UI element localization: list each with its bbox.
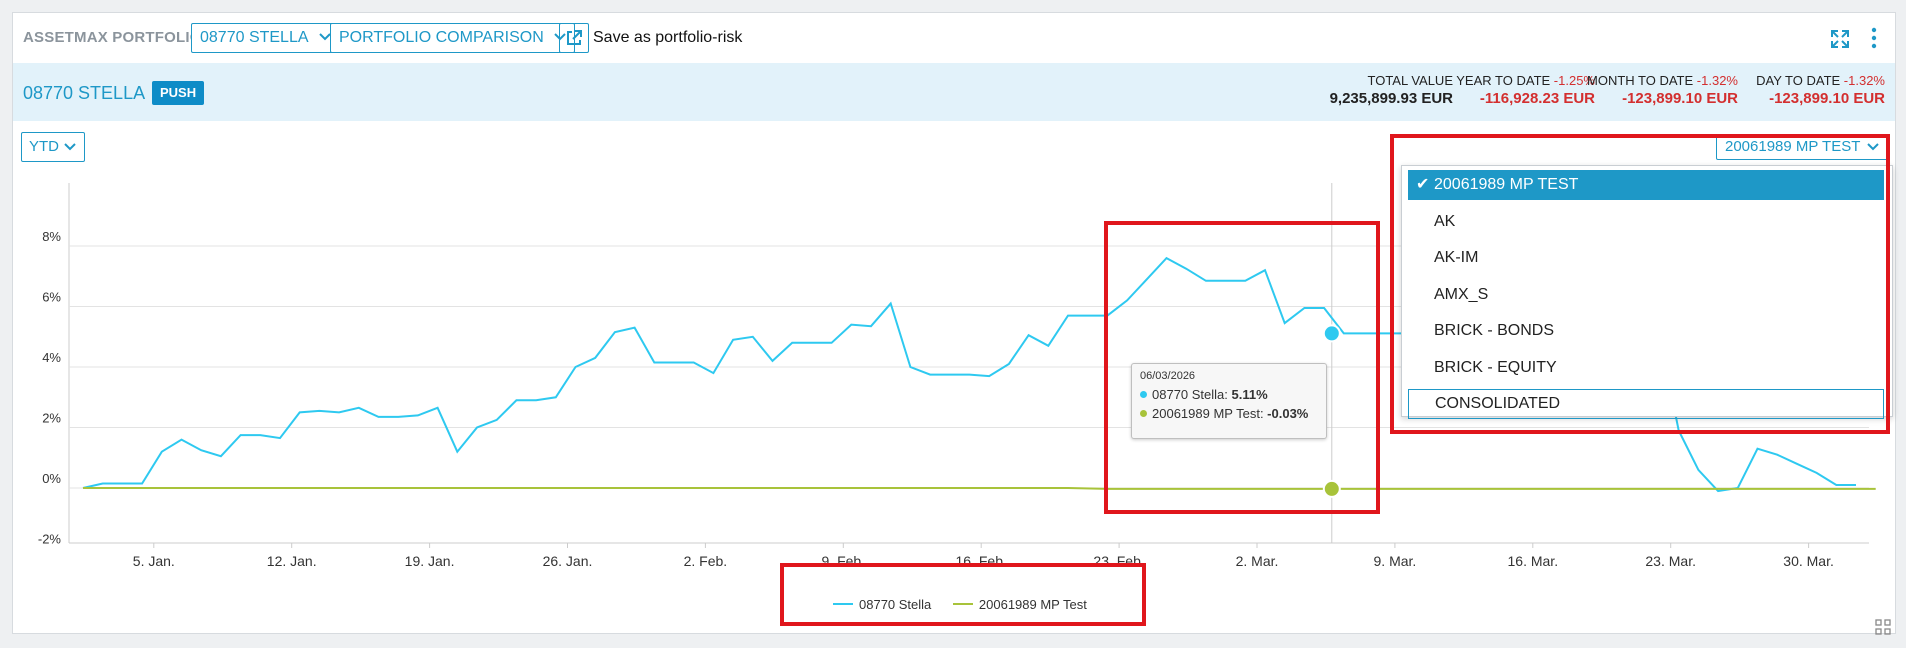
chevron-down-icon bbox=[1867, 143, 1879, 151]
portfolio-header: 08770 STELLA PUSH TOTAL VALUE 9,235,899.… bbox=[13, 63, 1895, 121]
kpi-pct: -1.32% bbox=[1843, 73, 1885, 88]
legend-label: 20061989 MP Test bbox=[978, 597, 1087, 612]
series-dot bbox=[1140, 391, 1147, 398]
legend-swatch bbox=[952, 603, 973, 605]
series-line-1 bbox=[83, 487, 1876, 490]
toolbar: ASSETMAX PORTFOLIO 08770 STELLA PORTFOLI… bbox=[13, 13, 1895, 63]
comparison-option-label: 20061989 MP TEST bbox=[1434, 176, 1579, 193]
legend-item[interactable]: 08770 Stella bbox=[833, 597, 931, 612]
save-as-link[interactable]: Save as portfolio-risk bbox=[593, 29, 743, 46]
x-tick-label: 23. Mar. bbox=[1645, 553, 1696, 569]
kpi-pct: -1.25% bbox=[1553, 73, 1595, 88]
period-select[interactable]: YTD bbox=[21, 132, 85, 162]
kpi-value: -116,928.23 EUR bbox=[1479, 90, 1595, 107]
portfolio-comparison-panel: ASSETMAX PORTFOLIO 08770 STELLA PORTFOLI… bbox=[12, 12, 1896, 635]
tooltip-series-value: -0.03% bbox=[1267, 406, 1309, 421]
open-external-button[interactable] bbox=[559, 23, 589, 53]
comparison-option[interactable]: ✔ 20061989 MP TEST bbox=[1408, 170, 1884, 200]
comparison-select[interactable]: 20061989 MP TEST bbox=[1716, 134, 1888, 160]
comparison-select-label: 20061989 MP TEST bbox=[1725, 138, 1861, 155]
series-dot bbox=[1140, 410, 1147, 417]
kpi-pct: -1.32% bbox=[1696, 73, 1738, 88]
comparison-dropdown-menu: ✔ 20061989 MP TEST AK AK-IM AMX_S BRICK - BON… bbox=[1401, 165, 1893, 419]
y-tick-label: -2% bbox=[38, 532, 62, 547]
x-tick-label: 16. Mar. bbox=[1508, 553, 1559, 569]
brand-label: ASSETMAX PORTFOLIO bbox=[23, 29, 202, 46]
comparison-option[interactable]: AMX_S bbox=[1408, 280, 1884, 310]
legend-label: 08770 Stella bbox=[859, 597, 932, 612]
highlight-box-legend bbox=[780, 563, 1146, 626]
kpi-month-to-date: MONTH TO DATE -1.32% -123,899.10 EUR bbox=[1587, 73, 1738, 107]
x-tick-label: 12. Jan. bbox=[267, 553, 317, 569]
comparison-option[interactable]: AK bbox=[1408, 207, 1884, 237]
x-tick-label: 5. Jan. bbox=[133, 553, 175, 569]
y-tick-label: 0% bbox=[42, 471, 61, 486]
comparison-option-label: AK-IM bbox=[1434, 249, 1479, 266]
chevron-down-icon bbox=[64, 143, 76, 151]
kpi-value: -123,899.10 EUR bbox=[1769, 90, 1885, 107]
portfolio-title: 08770 STELLA bbox=[23, 83, 146, 103]
checkmark-icon: ✔ bbox=[1416, 176, 1430, 193]
period-select-label: YTD bbox=[29, 138, 59, 155]
kpi-total-value: TOTAL VALUE 9,235,899.93 EUR bbox=[1330, 73, 1453, 107]
chart-tooltip: 06/03/2026 08770 Stella: 5.11% 20061989 … bbox=[1131, 363, 1327, 439]
view-select[interactable]: PORTFOLIO COMPARISON bbox=[330, 23, 575, 53]
comparison-option[interactable]: CONSOLIDATED bbox=[1408, 389, 1884, 419]
x-tick-label: 2. Feb. bbox=[684, 553, 728, 569]
external-link-icon bbox=[567, 30, 582, 45]
layout-grid-icon[interactable] bbox=[1875, 619, 1891, 635]
push-badge[interactable]: PUSH bbox=[152, 81, 205, 105]
hover-marker bbox=[1322, 324, 1341, 343]
x-tick-label: 2. Mar. bbox=[1236, 553, 1279, 569]
x-tick-label: 26. Jan. bbox=[543, 553, 593, 569]
legend-swatch bbox=[833, 603, 853, 605]
legend-item[interactable]: 20061989 MP Test bbox=[952, 597, 1087, 612]
highlight-box-tooltip bbox=[1104, 221, 1380, 514]
x-tick-label: 30. Mar. bbox=[1783, 553, 1834, 569]
kpi-year-to-date: YEAR TO DATE -1.25% -116,928.23 EUR bbox=[1456, 73, 1595, 107]
tooltip-series-name: 20061989 MP Test bbox=[1152, 406, 1260, 421]
tooltip-date: 06/03/2026 bbox=[1140, 370, 1196, 382]
comparison-option-label: AK bbox=[1434, 212, 1456, 230]
kpi-value: -123,899.10 EUR bbox=[1622, 90, 1738, 107]
performance-chart[interactable]: -2% 0% 2% 4% 6% 8% 5. Jan. 12. Jan. 19. Jan. 26. … bbox=[13, 13, 1895, 633]
kpi-label: DAY TO DATE bbox=[1756, 73, 1844, 88]
hover-marker bbox=[1322, 479, 1341, 498]
kebab-menu-icon[interactable] bbox=[1870, 27, 1878, 49]
y-tick-label: 2% bbox=[42, 411, 61, 426]
comparison-option[interactable]: AK-IM bbox=[1408, 243, 1884, 273]
x-tick-label: 19. Jan. bbox=[405, 553, 455, 569]
chart-legend: 08770 Stella 20061989 MP Test bbox=[833, 597, 1105, 612]
comparison-option-label: BRICK - BONDS bbox=[1434, 322, 1555, 339]
kpi-label: MONTH TO DATE bbox=[1587, 73, 1697, 88]
tooltip-series-value: 5.11% bbox=[1231, 387, 1268, 402]
tooltip-series-name: 08770 Stella bbox=[1152, 387, 1225, 402]
kpi-label: YEAR TO DATE bbox=[1456, 73, 1554, 88]
comparison-option[interactable]: BRICK - EQUITY bbox=[1408, 353, 1884, 383]
tooltip-row: 08770 Stella: 5.11% bbox=[1140, 385, 1318, 404]
comparison-option-label: AMX_S bbox=[1434, 285, 1489, 303]
view-select-label: PORTFOLIO COMPARISON bbox=[339, 29, 544, 46]
comparison-option-label: BRICK - EQUITY bbox=[1434, 358, 1557, 376]
portfolio-select-label: 08770 STELLA bbox=[200, 29, 309, 46]
tooltip-row: 20061989 MP Test: -0.03% bbox=[1140, 404, 1318, 423]
comparison-option[interactable]: BRICK - BONDS bbox=[1408, 316, 1884, 346]
kpi-value: 9,235,899.93 EUR bbox=[1329, 90, 1453, 107]
y-tick-label: 4% bbox=[42, 350, 61, 365]
kpi-label: TOTAL VALUE bbox=[1367, 73, 1454, 88]
highlight-box-dropdown bbox=[1390, 134, 1890, 434]
comparison-option-label: CONSOLIDATED bbox=[1435, 395, 1561, 412]
expand-icon[interactable] bbox=[1829, 28, 1851, 50]
chevron-down-icon bbox=[318, 33, 331, 41]
y-tick-label: 6% bbox=[42, 290, 61, 305]
x-tick-label: 9. Mar. bbox=[1374, 553, 1417, 569]
y-tick-label: 8% bbox=[42, 229, 61, 244]
kpi-day-to-date: DAY TO DATE -1.32% -123,899.10 EUR bbox=[1756, 73, 1885, 107]
